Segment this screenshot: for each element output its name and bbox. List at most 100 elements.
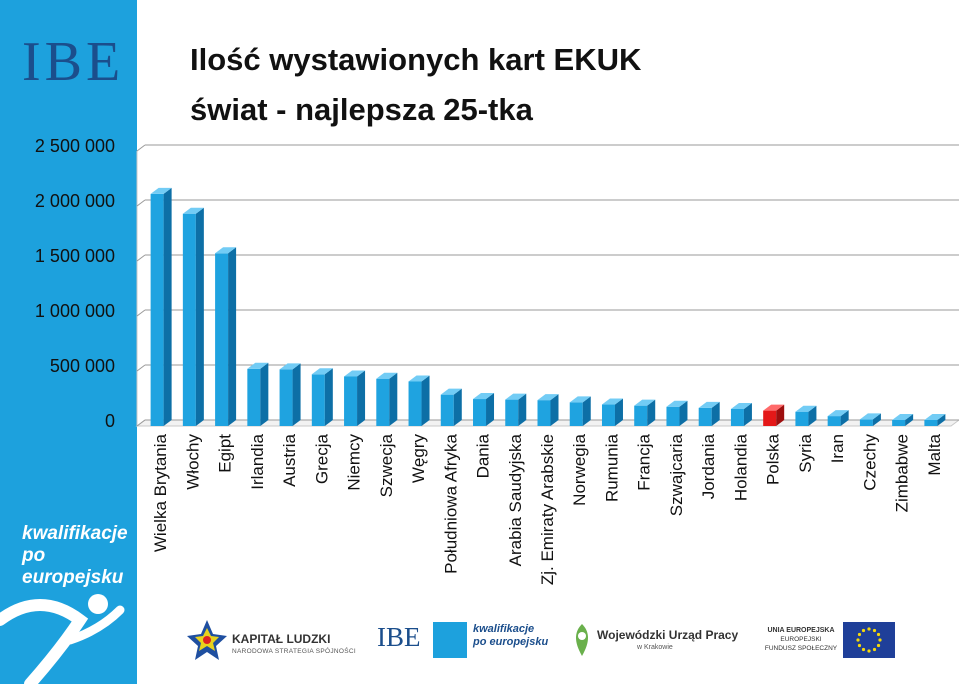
bar-front: [698, 407, 712, 426]
bar-side: [679, 400, 688, 426]
tagline-line1: kwalifikacje: [22, 523, 128, 544]
x-tick-label: Polska: [764, 433, 783, 485]
bar-top: [859, 413, 881, 420]
bar-top: [376, 372, 398, 379]
y-tick-label: 2 000 000: [35, 191, 115, 211]
eu-star: [867, 649, 871, 653]
x-tick-label: Egipt: [216, 434, 235, 473]
bar-top: [473, 393, 495, 400]
gridline-depth: [136, 254, 146, 262]
bar-front: [569, 402, 583, 426]
eu-star: [878, 638, 882, 642]
bar-side: [228, 247, 237, 426]
x-tick-label: Holandia: [731, 433, 750, 501]
bar-front: [505, 399, 519, 426]
bar: [473, 393, 495, 426]
chart-title: Ilość wystawionych kart EKUK: [190, 42, 642, 77]
bar-top: [730, 402, 752, 409]
bar-top: [311, 368, 333, 375]
footer-ibe-logo: IBE: [377, 622, 421, 652]
bar: [344, 370, 366, 426]
bar: [924, 413, 946, 426]
bar-top: [827, 410, 849, 417]
bar: [279, 363, 301, 426]
bar-side: [808, 405, 817, 426]
bar-top: [569, 396, 591, 403]
eu-star: [857, 643, 862, 648]
bar: [182, 207, 204, 426]
bar-front: [634, 405, 648, 426]
bar-top: [408, 375, 430, 382]
bar-side: [840, 410, 849, 426]
x-tick-label: Wielka Brytania: [151, 433, 170, 552]
y-tick-label: 1 500 000: [35, 246, 115, 266]
footer-kwalifikacje-line2: po europejsku: [473, 636, 549, 648]
chart-subtitle: świat - najlepsza 25-tka: [190, 92, 533, 127]
x-tick-label: Irlandia: [248, 433, 267, 489]
bar-top: [537, 394, 559, 401]
x-tick-label: Zimbabwe: [893, 434, 912, 512]
bar-front: [601, 404, 615, 426]
gridline-depth: [136, 419, 146, 427]
bar-front: [247, 368, 261, 426]
bar-front: [795, 411, 809, 426]
y-tick-label: 500 000: [50, 356, 115, 376]
bar-top: [344, 370, 366, 377]
bar-front: [924, 419, 938, 426]
eu-star: [872, 628, 877, 633]
kapital-ludzki-label: KAPITAŁ LUDZKI: [232, 632, 331, 646]
bar-top: [279, 363, 301, 370]
x-tick-label: Grecja: [312, 433, 331, 484]
x-tick-label: Jordania: [699, 433, 718, 499]
bar-top: [795, 405, 817, 412]
bar-top: [440, 388, 462, 395]
x-tick-label: Zj. Emiraty Arabskie: [538, 434, 557, 585]
bar-front: [344, 376, 358, 426]
x-tick-label: Iran: [828, 434, 847, 463]
bar: [537, 394, 559, 426]
x-tick-label: Szwajcaria: [667, 433, 686, 516]
bar-top: [182, 207, 204, 214]
x-tick-label: Niemcy: [345, 434, 364, 491]
bar-front: [376, 378, 390, 426]
bar-side: [260, 362, 269, 426]
footer-kwalifikacje-icon: [433, 622, 467, 658]
bar: [247, 362, 269, 426]
tagline: kwalifikacje po europejsku: [22, 523, 137, 589]
x-tick-label: Węgry: [409, 434, 428, 484]
wup-sub: w Krakowie: [637, 644, 673, 651]
eu-stars-icon: [856, 627, 882, 653]
bar: [311, 368, 333, 426]
bar-top: [763, 404, 785, 411]
bar-side: [518, 393, 527, 426]
bar: [859, 413, 881, 426]
eu-star: [867, 627, 871, 631]
y-tick-label: 0: [105, 411, 115, 431]
bar-side: [195, 207, 204, 426]
bar-front: [311, 374, 325, 426]
eu-star: [857, 632, 862, 637]
eu-star: [861, 647, 866, 652]
kapital-ludzki-star-icon: [187, 620, 227, 660]
wup-emblem-icon: [576, 624, 588, 656]
eu-line2: EUROPEJSKI: [780, 636, 822, 643]
x-tick-label: Szwecja: [377, 433, 396, 497]
bar-front: [537, 400, 551, 426]
bar-top: [892, 413, 914, 420]
bar-side: [711, 401, 720, 426]
x-tick-label: Syria: [796, 433, 815, 472]
bar-side: [324, 368, 333, 426]
bar-side: [163, 187, 172, 426]
bar: [215, 247, 237, 426]
bar-side: [937, 413, 946, 426]
x-tick-label: Francja: [635, 433, 654, 490]
eu-flag-icon: [843, 622, 895, 658]
y-tick-label: 1 000 000: [35, 301, 115, 321]
bar-side: [389, 372, 398, 426]
bar-side: [614, 398, 623, 426]
bar-side: [776, 404, 785, 426]
kapital-ludzki-sub: NARODOWA STRATEGIA SPÓJNOŚCI: [232, 648, 356, 655]
bar-side: [872, 413, 881, 426]
x-tick-label: Arabia Saudyjska: [506, 433, 525, 566]
bar-side: [292, 363, 301, 426]
